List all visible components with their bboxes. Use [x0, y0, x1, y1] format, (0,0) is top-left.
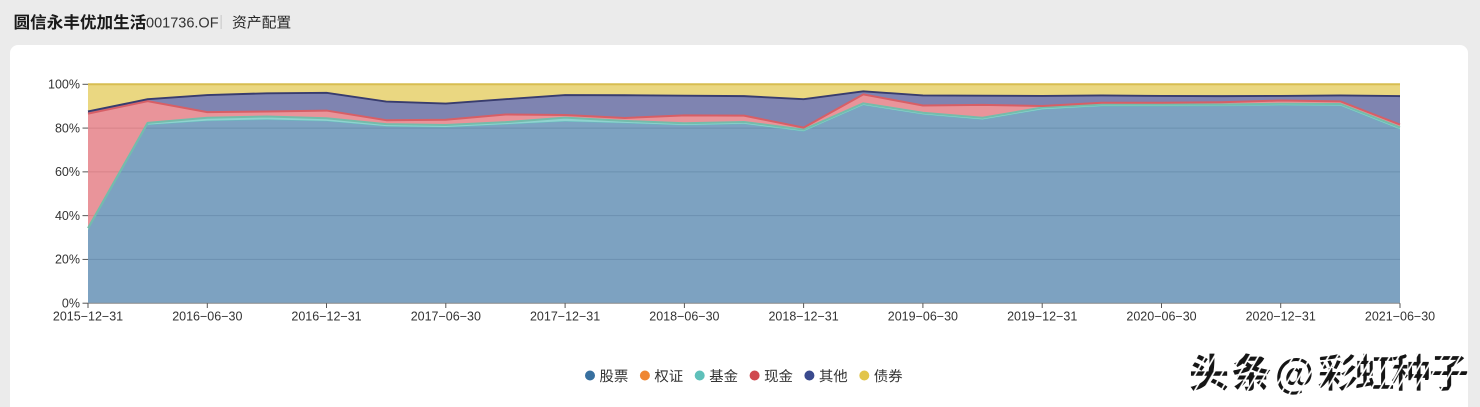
svg-text:2019−12−31: 2019−12−31 [1007, 310, 1077, 324]
svg-text:80%: 80% [55, 121, 80, 135]
svg-text:2021−06−30: 2021−06−30 [1365, 310, 1435, 324]
svg-text:0%: 0% [62, 296, 80, 310]
svg-text:2019−06−30: 2019−06−30 [888, 310, 958, 324]
svg-text:2017−12−31: 2017−12−31 [530, 310, 600, 324]
svg-text:2016−06−30: 2016−06−30 [172, 310, 242, 324]
svg-text:60%: 60% [55, 165, 80, 179]
svg-text:2016−12−31: 2016−12−31 [291, 310, 361, 324]
svg-text:2017−06−30: 2017−06−30 [411, 310, 481, 324]
svg-text:40%: 40% [55, 209, 80, 223]
svg-text:2018−12−31: 2018−12−31 [768, 310, 838, 324]
svg-text:2015−12−31: 2015−12−31 [53, 310, 123, 324]
svg-text:100%: 100% [48, 78, 80, 92]
svg-text:2020−06−30: 2020−06−30 [1126, 310, 1196, 324]
svg-text:2020−12−31: 2020−12−31 [1246, 310, 1316, 324]
svg-text:001736.OF: 001736.OF [146, 15, 219, 31]
svg-text:2018−06−30: 2018−06−30 [649, 310, 719, 324]
svg-text:20%: 20% [55, 253, 80, 267]
